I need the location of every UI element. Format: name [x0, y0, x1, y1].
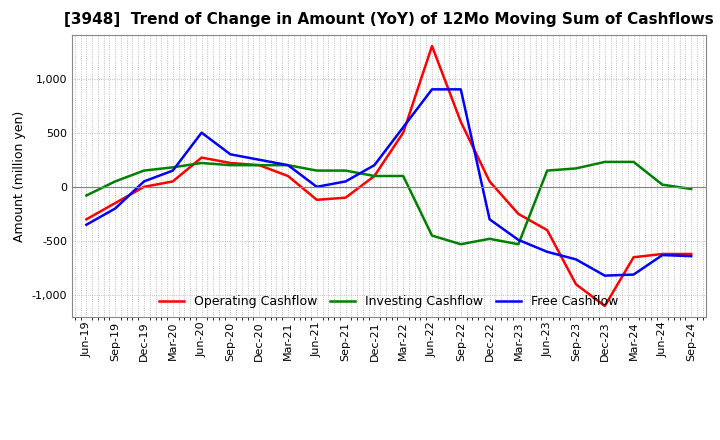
Free Cashflow [197, 130, 206, 136]
Title: [3948]  Trend of Change in Amount (YoY) of 12Mo Moving Sum of Cashflows: [3948] Trend of Change in Amount (YoY) o… [64, 12, 714, 27]
Investing Cashflow [629, 159, 638, 165]
Operating Cashflow [168, 179, 177, 184]
Free Cashflow [82, 222, 91, 227]
Investing Cashflow [312, 168, 321, 173]
Free Cashflow [370, 162, 379, 168]
Investing Cashflow [284, 162, 292, 168]
Free Cashflow [341, 179, 350, 184]
Free Cashflow [140, 179, 148, 184]
Operating Cashflow [312, 197, 321, 202]
Operating Cashflow [428, 44, 436, 49]
Operating Cashflow [111, 201, 120, 206]
Free Cashflow [572, 257, 580, 262]
Operating Cashflow [399, 130, 408, 136]
Operating Cashflow [284, 173, 292, 179]
Free Cashflow [111, 206, 120, 211]
Free Cashflow [312, 184, 321, 190]
Operating Cashflow [226, 160, 235, 165]
Free Cashflow [485, 216, 494, 222]
Investing Cashflow [456, 242, 465, 247]
Investing Cashflow [514, 242, 523, 247]
Operating Cashflow [485, 179, 494, 184]
Investing Cashflow [543, 168, 552, 173]
Investing Cashflow [82, 193, 91, 198]
Y-axis label: Amount (million yen): Amount (million yen) [13, 110, 26, 242]
Free Cashflow [255, 157, 264, 162]
Operating Cashflow [370, 173, 379, 179]
Operating Cashflow [629, 255, 638, 260]
Investing Cashflow [226, 162, 235, 168]
Investing Cashflow [485, 236, 494, 242]
Operating Cashflow [197, 155, 206, 160]
Operating Cashflow [341, 195, 350, 200]
Operating Cashflow [82, 216, 91, 222]
Operating Cashflow [140, 184, 148, 190]
Operating Cashflow [687, 251, 696, 257]
Operating Cashflow [658, 251, 667, 257]
Investing Cashflow [197, 160, 206, 165]
Free Cashflow [600, 273, 609, 278]
Line: Operating Cashflow: Operating Cashflow [86, 46, 691, 306]
Operating Cashflow [514, 211, 523, 216]
Free Cashflow [168, 168, 177, 173]
Free Cashflow [226, 152, 235, 157]
Operating Cashflow [600, 303, 609, 308]
Legend: Operating Cashflow, Investing Cashflow, Free Cashflow: Operating Cashflow, Investing Cashflow, … [154, 290, 624, 313]
Free Cashflow [514, 237, 523, 242]
Free Cashflow [456, 87, 465, 92]
Investing Cashflow [428, 233, 436, 238]
Free Cashflow [543, 249, 552, 254]
Free Cashflow [629, 272, 638, 277]
Operating Cashflow [255, 162, 264, 168]
Operating Cashflow [456, 119, 465, 125]
Investing Cashflow [600, 159, 609, 165]
Free Cashflow [658, 253, 667, 258]
Operating Cashflow [572, 282, 580, 287]
Free Cashflow [399, 125, 408, 130]
Investing Cashflow [168, 165, 177, 170]
Investing Cashflow [341, 168, 350, 173]
Line: Investing Cashflow: Investing Cashflow [86, 162, 691, 244]
Investing Cashflow [687, 187, 696, 192]
Investing Cashflow [572, 166, 580, 171]
Investing Cashflow [140, 168, 148, 173]
Free Cashflow [687, 253, 696, 259]
Investing Cashflow [399, 173, 408, 179]
Investing Cashflow [255, 162, 264, 168]
Investing Cashflow [658, 182, 667, 187]
Free Cashflow [428, 87, 436, 92]
Line: Free Cashflow: Free Cashflow [86, 89, 691, 275]
Operating Cashflow [543, 227, 552, 233]
Investing Cashflow [111, 179, 120, 184]
Investing Cashflow [370, 173, 379, 179]
Free Cashflow [284, 162, 292, 168]
